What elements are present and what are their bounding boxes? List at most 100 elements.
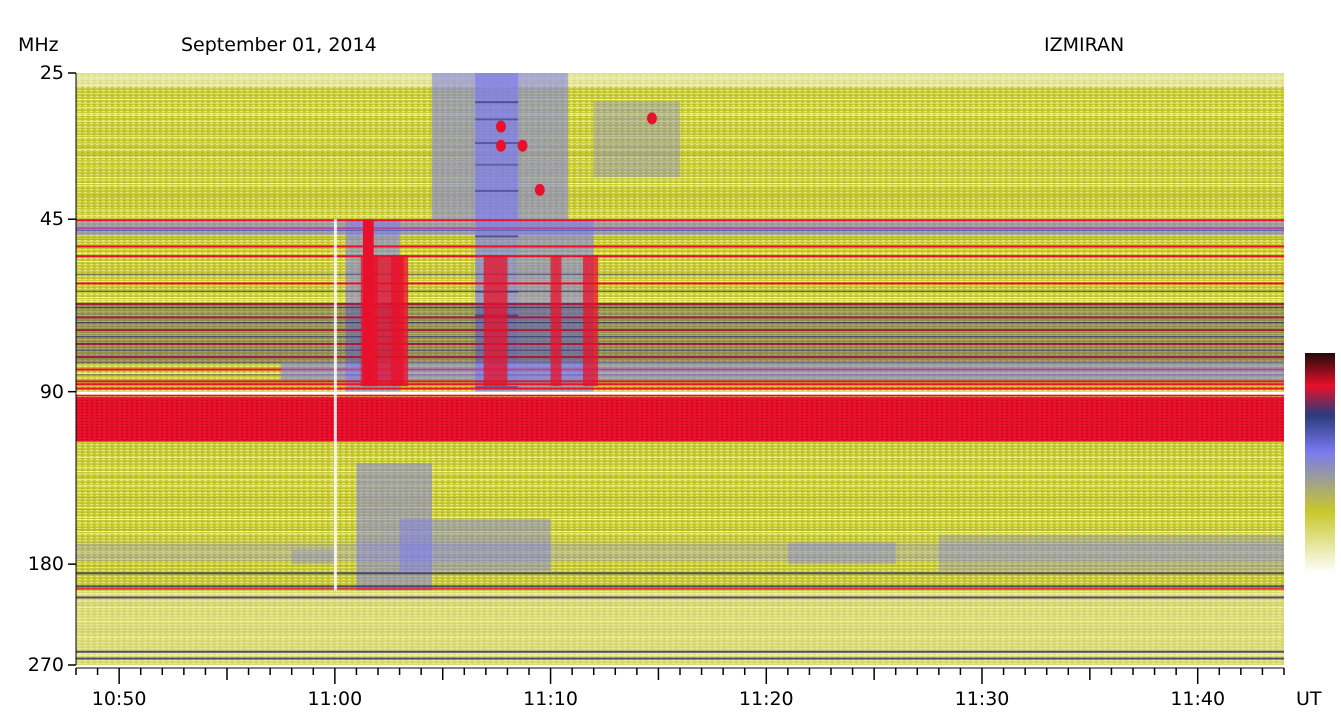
texture-line [76, 237, 1284, 238]
bright-region [76, 590, 1284, 665]
colorbar [1305, 353, 1335, 573]
x-tick-label: 11:10 [523, 688, 578, 710]
data-gap [333, 219, 337, 591]
texture-line [76, 335, 1284, 336]
texture-line [76, 167, 1284, 168]
texture-line [76, 591, 1284, 592]
texture-line [76, 631, 1284, 632]
texture-line [76, 629, 1284, 630]
x-tick-label: 10:50 [91, 688, 147, 710]
texture-line [76, 467, 1284, 468]
texture-line [76, 617, 1284, 618]
texture-line [76, 113, 1284, 114]
y-tick-label: 270 [27, 654, 64, 676]
x-tick-label: 11:20 [738, 688, 794, 710]
texture-line [76, 153, 1284, 154]
texture-line [76, 161, 1284, 162]
texture-line [76, 241, 1284, 242]
interference-line [76, 302, 1284, 305]
texture-line [76, 553, 1284, 554]
texture-line [76, 321, 1284, 322]
texture-line [76, 215, 1284, 216]
interference-band [280, 362, 1284, 381]
burst-emission [593, 101, 680, 178]
texture-line [76, 217, 1284, 218]
y-tick-label: 180 [27, 553, 64, 576]
burst-spike [582, 255, 599, 387]
burst-detail [475, 189, 519, 192]
texture-line [76, 457, 1284, 458]
texture-line [76, 157, 1284, 158]
texture-line [76, 477, 1284, 478]
texture-line [76, 311, 1284, 312]
burst-spike [390, 255, 409, 387]
burst-detail [475, 118, 519, 121]
burst-spot [646, 112, 657, 125]
texture-line [76, 279, 1284, 280]
interference-line [76, 650, 1284, 653]
burst-emission [938, 534, 1284, 571]
interference-line [76, 657, 1284, 660]
texture-line [76, 559, 1284, 560]
texture-line [76, 529, 1284, 530]
interference-line [76, 336, 1284, 338]
interference-line [76, 273, 1284, 275]
texture-line [76, 493, 1284, 494]
texture-line [76, 479, 1284, 480]
texture-line [76, 349, 1284, 350]
texture-line [76, 605, 1284, 606]
texture-line [76, 135, 1284, 136]
interference-line [76, 587, 1284, 590]
texture-line [76, 107, 1284, 108]
interference-line [76, 321, 1284, 323]
colorbar-gradient [1305, 353, 1335, 573]
burst-emission [356, 463, 432, 591]
texture-line [76, 293, 1284, 294]
texture-line [76, 281, 1284, 282]
interference-line [76, 349, 1284, 351]
burst-detail [475, 101, 519, 104]
texture-line [76, 567, 1284, 568]
texture-line [76, 637, 1284, 638]
texture-line [76, 565, 1284, 566]
texture-line [76, 621, 1284, 622]
texture-line [76, 183, 1284, 184]
burst-spike [483, 255, 495, 387]
y-tick-label: 45 [39, 208, 64, 231]
texture-line [76, 147, 1284, 148]
texture-line [76, 323, 1284, 324]
texture-line [76, 601, 1284, 602]
texture-line [76, 137, 1284, 138]
texture-line [76, 509, 1284, 510]
frequency-unit-label: MHz [18, 34, 59, 56]
texture-line [76, 103, 1284, 104]
interference-line [76, 316, 1284, 319]
texture-line [76, 519, 1284, 520]
interference-band-strong [76, 397, 1284, 442]
x-tick-label: 11:30 [954, 688, 1010, 710]
interference-line [76, 380, 1284, 383]
x-tick-label: 11:40 [1170, 688, 1226, 710]
texture-line [76, 471, 1284, 472]
texture-line [76, 563, 1284, 564]
texture-line [76, 239, 1284, 240]
burst-detail [475, 235, 519, 238]
interference-line [76, 572, 1284, 575]
burst-spot [517, 139, 528, 152]
interference-line [76, 329, 1284, 332]
texture-line [76, 489, 1284, 490]
interference-line [76, 342, 1284, 345]
texture-line [76, 261, 1284, 262]
burst-spike [550, 255, 562, 387]
interference-band [76, 221, 1284, 236]
texture-line [76, 485, 1284, 486]
burst-spot [534, 183, 545, 196]
texture-line [76, 301, 1284, 302]
texture-line [76, 655, 1284, 656]
axes [68, 72, 1285, 684]
texture-line [76, 473, 1284, 474]
texture-line [76, 235, 1284, 236]
texture-line [76, 185, 1284, 186]
texture-line [76, 127, 1284, 128]
interference-line [76, 394, 1284, 397]
